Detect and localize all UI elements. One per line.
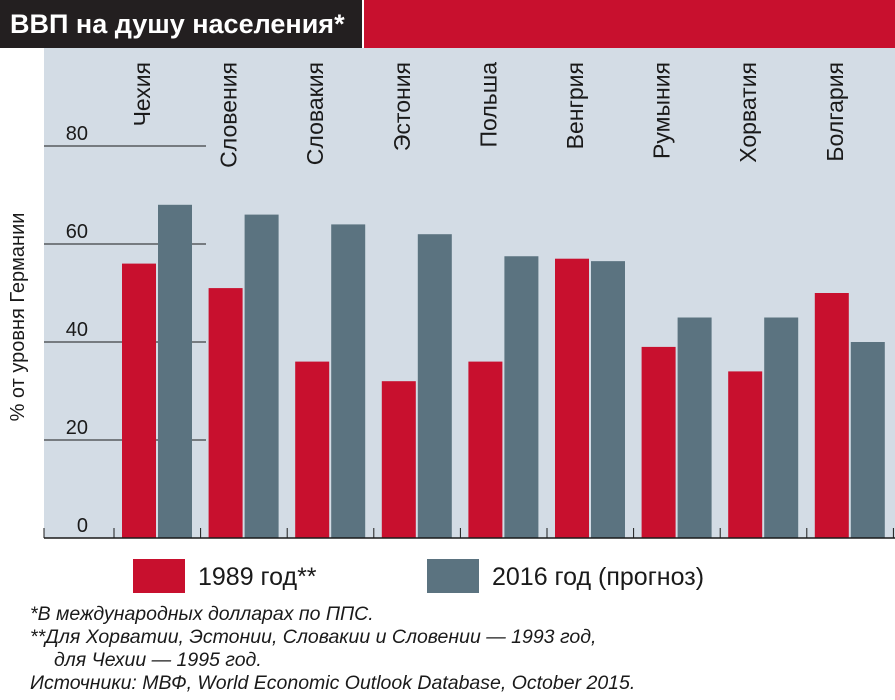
bar-1989	[381, 381, 416, 538]
bar-2016	[244, 214, 279, 538]
category-label: Румыния	[649, 62, 675, 159]
category-label: Болгария	[822, 62, 848, 162]
category-label: Польша	[475, 62, 501, 148]
footnote-years-czech: для Чехии — 1995 год.	[54, 649, 262, 671]
category-label: Венгрия	[562, 62, 588, 149]
bar-1989	[122, 263, 156, 538]
bar-2016	[591, 261, 625, 538]
legend-swatch-1989	[133, 559, 185, 593]
chart-header: ВВП на душу населения*	[0, 0, 895, 48]
bar-1989	[555, 258, 589, 538]
y-tick-label: 0	[77, 515, 88, 537]
bar-1989	[728, 371, 763, 538]
bar-2016	[764, 317, 799, 538]
y-tick-label: 80	[66, 123, 88, 145]
header-accent-bar	[364, 0, 895, 48]
bar-1989	[814, 293, 849, 538]
category-label: Хорватия	[735, 62, 761, 163]
legend-label-2016: 2016 год (прогноз)	[492, 563, 705, 591]
category-label: Эстония	[389, 62, 415, 151]
legend: 1989 год** 2016 год (прогноз)	[0, 553, 895, 601]
bar-1989	[295, 361, 330, 538]
bar-1989	[208, 288, 243, 538]
category-label: Словения	[216, 62, 242, 168]
footnotes: *В международных долларах по ППС. **Для …	[30, 603, 890, 695]
bar-chart: 0 20 40 60 80 Чехия Словения Словакия Эстония По…	[7, 48, 895, 539]
footnote-sources: Источники: МВФ, World Economic Outlook D…	[30, 672, 636, 694]
bar-2016	[417, 234, 452, 538]
bar-1989	[468, 361, 503, 538]
bar-1989	[641, 346, 676, 538]
category-label: Словакия	[302, 62, 328, 165]
chart-title: ВВП на душу населения*	[0, 0, 362, 48]
category-label: Чехия	[129, 62, 155, 126]
bar-2016	[158, 204, 192, 539]
bar-2016	[850, 342, 885, 538]
footnote-ppp: *В международных долларах по ППС.	[30, 603, 374, 625]
y-tick-label: 20	[66, 417, 88, 439]
bar-2016	[677, 317, 712, 538]
y-axis-title: % от уровня Германии	[7, 213, 29, 422]
legend-label-1989: 1989 год**	[198, 563, 317, 591]
y-tick-label: 40	[66, 319, 88, 341]
legend-swatch-2016	[427, 559, 479, 593]
footnote-years: **Для Хорватии, Эстонии, Словакии и Слов…	[30, 626, 597, 648]
bar-2016	[504, 256, 539, 538]
bar-2016	[331, 224, 366, 538]
y-tick-label: 60	[66, 221, 88, 243]
